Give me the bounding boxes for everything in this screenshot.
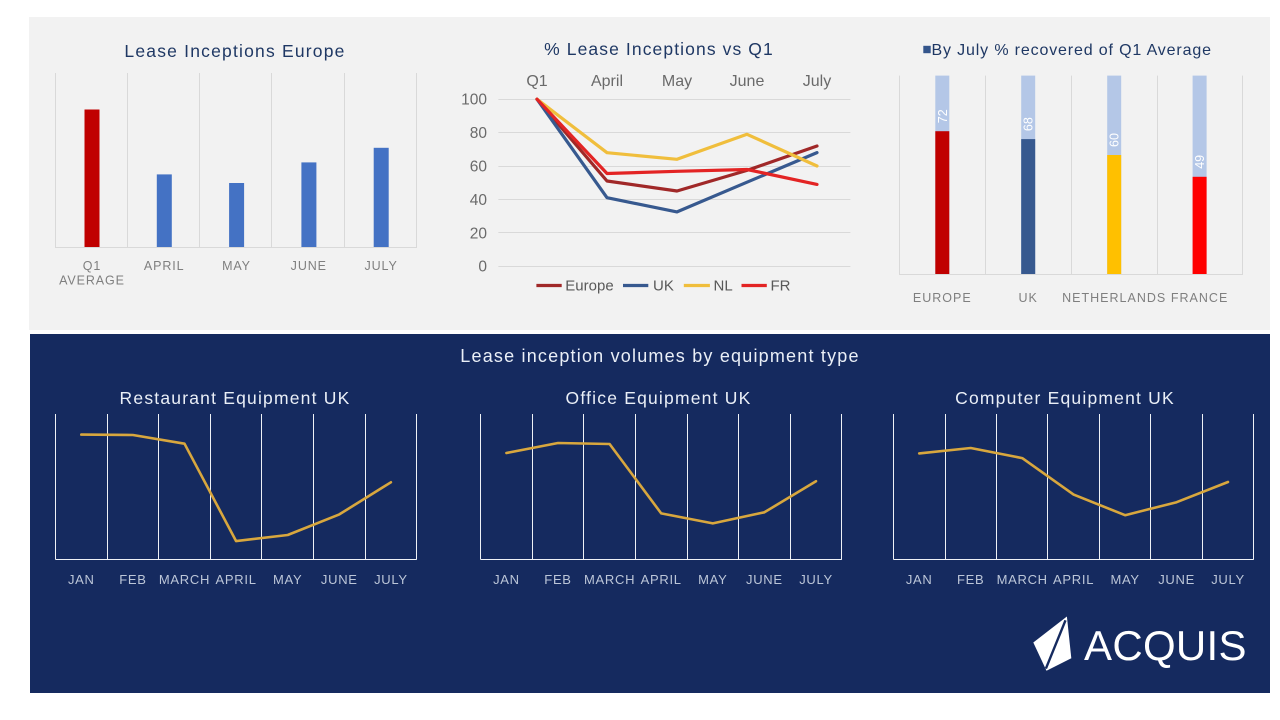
svg-text:72: 72 [936, 109, 950, 123]
svg-text:JULY: JULY [1211, 572, 1245, 587]
svg-text:80: 80 [470, 125, 488, 142]
svg-text:AVERAGE: AVERAGE [59, 274, 125, 288]
svg-text:JAN: JAN [68, 572, 95, 587]
svg-text:MAY: MAY [698, 572, 727, 587]
svg-text:June: June [730, 73, 765, 90]
svg-text:APRIL: APRIL [641, 572, 682, 587]
svg-text:APRIL: APRIL [216, 572, 257, 587]
svg-text:APRIL: APRIL [1053, 572, 1094, 587]
svg-text:APRIL: APRIL [144, 259, 185, 273]
svg-text:JUNE: JUNE [291, 259, 327, 273]
svg-text:July: July [803, 73, 831, 90]
svg-text:Computer Equipment UK: Computer Equipment UK [955, 388, 1175, 408]
svg-text:Office Equipment UK: Office Equipment UK [566, 388, 752, 408]
svg-text:UK: UK [1019, 291, 1038, 305]
svg-text:MAY: MAY [1110, 572, 1139, 587]
svg-text:JAN: JAN [906, 572, 933, 587]
svg-text:JUNE: JUNE [1158, 572, 1195, 587]
svg-text:By July % recovered of Q1 Aver: By July % recovered of Q1 Average [932, 42, 1212, 59]
svg-text:EUROPE: EUROPE [913, 291, 972, 305]
svg-text:JULY: JULY [374, 572, 408, 587]
svg-text:100: 100 [461, 92, 487, 109]
svg-text:60: 60 [470, 159, 488, 176]
svg-text:MARCH: MARCH [997, 572, 1048, 587]
svg-text:FEB: FEB [544, 572, 571, 587]
svg-text:60: 60 [1108, 133, 1122, 147]
svg-text:JUNE: JUNE [321, 572, 358, 587]
svg-text:ACQUIS: ACQUIS [1084, 622, 1247, 669]
svg-text:20: 20 [470, 225, 488, 242]
svg-text:Q1: Q1 [83, 259, 101, 273]
svg-text:NL: NL [714, 278, 733, 295]
svg-text:% Lease Inceptions vs Q1: % Lease Inceptions vs Q1 [544, 39, 774, 59]
svg-text:JUNE: JUNE [746, 572, 783, 587]
svg-text:MAY: MAY [222, 259, 251, 273]
svg-text:NETHERLANDS: NETHERLANDS [1062, 291, 1166, 305]
svg-text:Q1: Q1 [526, 73, 547, 90]
svg-text:Lease Inceptions Europe: Lease Inceptions Europe [124, 41, 345, 61]
svg-text:Restaurant Equipment UK: Restaurant Equipment UK [120, 388, 351, 408]
svg-text:Lease inception volumes by equ: Lease inception volumes by equipment typ… [460, 346, 859, 366]
svg-text:FRANCE: FRANCE [1171, 291, 1228, 305]
svg-text:May: May [662, 73, 692, 90]
svg-text:MARCH: MARCH [159, 572, 210, 587]
svg-text:40: 40 [470, 192, 488, 209]
svg-text:MARCH: MARCH [584, 572, 635, 587]
svg-text:FR: FR [771, 278, 791, 295]
svg-text:Europe: Europe [565, 278, 613, 295]
svg-text:FEB: FEB [957, 572, 984, 587]
svg-text:FEB: FEB [119, 572, 146, 587]
svg-text:JULY: JULY [799, 572, 833, 587]
svg-text:MAY: MAY [273, 572, 302, 587]
svg-text:JULY: JULY [364, 259, 397, 273]
svg-text:68: 68 [1022, 117, 1036, 131]
svg-text:UK: UK [653, 278, 674, 295]
svg-text:49: 49 [1193, 155, 1207, 169]
svg-text:0: 0 [478, 259, 487, 276]
svg-text:JAN: JAN [493, 572, 520, 587]
svg-text:April: April [591, 73, 623, 90]
